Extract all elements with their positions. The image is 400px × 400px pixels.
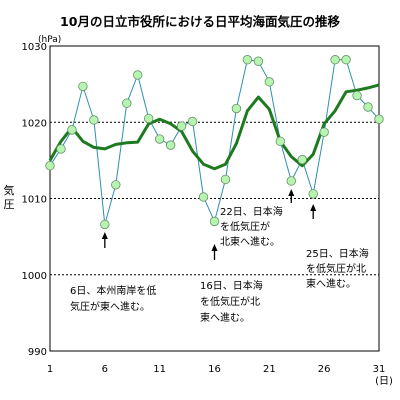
annotation-text: 16日、日本海 (200, 279, 263, 292)
daily-pressure-line (49, 59, 380, 225)
annotation-text: を低気圧が北 (200, 295, 260, 308)
annotation-arrow-head (211, 244, 218, 251)
daily-point (253, 56, 264, 66)
daily-point (187, 116, 198, 127)
annotations: 6日、本州南岸を低気圧が東へ進む。16日、日本海を低気圧が北東へ進む。22日、日… (70, 189, 369, 324)
daily-point (363, 102, 373, 112)
daily-point (111, 180, 121, 190)
daily-point (264, 77, 275, 87)
y-tick-label: 1020 (22, 118, 47, 129)
y-tick-label: 1010 (22, 195, 47, 206)
daily-point (297, 154, 307, 165)
x-tick-label: 21 (263, 364, 276, 375)
daily-point (165, 140, 176, 150)
daily-point (154, 134, 165, 144)
annotation-text: 22日、日本海 (220, 205, 283, 218)
daily-point (89, 115, 99, 125)
series-layer (45, 55, 384, 230)
y-axis-label-char: 気 (4, 183, 15, 197)
grid (49, 45, 380, 352)
annotation-text: 東へ進む。 (306, 277, 356, 290)
y-axis-label-char: 圧 (4, 198, 15, 211)
x-tick-label: 11 (153, 364, 166, 375)
daily-point (100, 219, 110, 230)
annotation-text: 北東へ進む。 (220, 235, 280, 248)
x-tick-label: 1 (47, 364, 53, 375)
daily-point (330, 55, 340, 65)
daily-point (133, 70, 143, 80)
daily-point (220, 174, 231, 185)
x-tick-label: 26 (318, 364, 331, 375)
daily-point (56, 144, 66, 154)
annotation-text: 6日、本州南岸を低 (70, 284, 156, 297)
x-axis-ticks: 1 6 11 16 21 26 31 (47, 364, 386, 375)
daily-point (176, 121, 187, 131)
annotation-text: を低気圧が (220, 220, 270, 233)
daily-point (231, 103, 242, 114)
chart-title: 10月の日立市役所における日平均海面気圧の推移 (60, 14, 340, 29)
daily-point (352, 90, 362, 101)
y-tick-label: 1030 (22, 42, 47, 53)
y-tick-label: 1000 (22, 271, 47, 282)
smoothed-pressure-line (48, 83, 380, 171)
daily-point (308, 189, 318, 199)
x-unit-label: (日) (375, 376, 393, 387)
daily-point (275, 136, 286, 147)
daily-point (198, 192, 209, 202)
annotation-arrow-head (288, 189, 295, 196)
annotation-arrow-head (310, 204, 317, 211)
x-tick-label: 16 (208, 364, 221, 375)
x-tick-label: 31 (373, 364, 386, 375)
y-unit-label: (hPa) (38, 35, 61, 45)
daily-point (45, 161, 55, 171)
daily-point (143, 113, 154, 124)
daily-point (286, 176, 296, 186)
daily-point (209, 216, 220, 227)
annotation-text: を低気圧が北 (306, 262, 366, 275)
daily-point (374, 114, 384, 124)
daily-point (319, 127, 329, 137)
daily-point (242, 55, 253, 65)
y-axis-label: 気圧 (4, 183, 15, 211)
annotation-text: 気圧が東へ進む。 (70, 300, 150, 313)
annotation-text: 東へ進む。 (200, 311, 250, 324)
annotation-arrow-head (101, 232, 108, 239)
y-tick-label: 990 (28, 347, 47, 358)
annotation-text: 25日、日本海 (306, 247, 369, 260)
daily-point (67, 125, 77, 135)
daily-point (122, 98, 132, 108)
x-tick-label: 6 (102, 364, 108, 375)
y-axis-ticks: 990 1000 1010 1020 1030 (22, 42, 47, 358)
daily-point (341, 55, 351, 65)
daily-point (78, 81, 88, 92)
